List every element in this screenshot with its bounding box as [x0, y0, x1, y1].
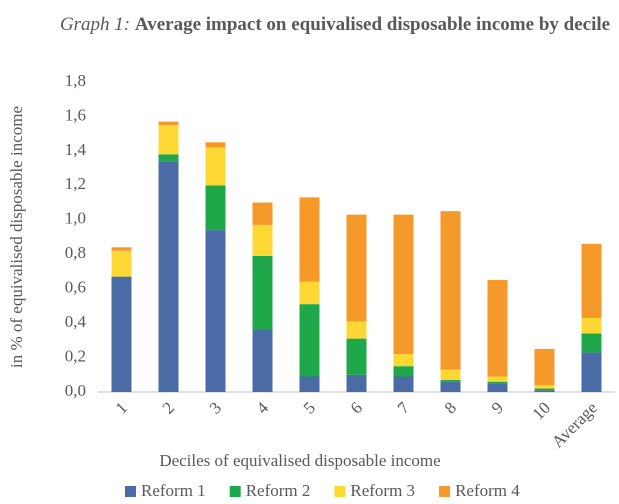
bar-segment	[346, 374, 367, 392]
bar-segment	[205, 147, 226, 186]
legend-swatch	[125, 486, 136, 497]
bar-segment	[487, 376, 508, 382]
x-tick-label: 10	[529, 398, 554, 423]
x-axis-title: Deciles of equivalised disposable income	[159, 451, 440, 470]
bar-segment	[487, 381, 508, 384]
y-tick-label: 1,2	[65, 174, 86, 193]
bar-segment	[581, 352, 602, 392]
x-tick-label: 2	[159, 398, 178, 417]
bar-segment	[346, 214, 367, 322]
legend-label: Reform 4	[455, 481, 520, 500]
y-tick-label: 0,0	[65, 381, 86, 400]
bar-segment	[581, 243, 602, 318]
bar-segment	[346, 321, 367, 339]
bar-segment	[534, 390, 555, 392]
bar-segment	[111, 247, 132, 251]
bar-segment	[158, 154, 179, 162]
x-tick-label: 4	[253, 398, 273, 418]
bar-segment	[487, 383, 508, 392]
bar-segment	[299, 281, 320, 305]
bar-segment	[205, 230, 226, 392]
bar-segment	[158, 125, 179, 155]
bar-segment	[581, 333, 602, 353]
y-axis-title: in % of equivalised disposable income	[7, 106, 26, 368]
bar-segment	[252, 224, 273, 256]
bar-segment	[158, 161, 179, 392]
y-tick-label: 0,6	[65, 278, 86, 297]
bar-segment	[111, 276, 132, 392]
legend-label: Reform 2	[246, 481, 311, 500]
y-tick-label: 0,4	[65, 312, 87, 331]
bar-segment	[299, 197, 320, 282]
x-tick-label: 8	[441, 398, 460, 417]
bar-segment	[487, 280, 508, 377]
x-tick-label: Average	[548, 398, 601, 451]
y-tick-label: 1,8	[65, 71, 86, 90]
legend-label: Reform 3	[350, 481, 415, 500]
x-tick-label: 1	[112, 398, 131, 417]
bar-segment	[158, 121, 179, 126]
bar-segment	[581, 317, 602, 334]
x-tick-label: 9	[488, 398, 507, 417]
legend-swatch	[334, 486, 346, 497]
bar-segment	[205, 142, 226, 148]
x-tick-label: 6	[347, 398, 366, 417]
x-tick-label: 5	[300, 398, 319, 417]
y-tick-label: 0,8	[65, 243, 86, 262]
title-main: Average impact on equivalised disposable…	[135, 14, 610, 35]
bar-segment	[393, 376, 414, 392]
bar-segment	[393, 366, 414, 377]
legend-swatch	[439, 486, 451, 497]
bar-segment	[252, 202, 273, 225]
bar-segment	[252, 255, 273, 330]
legend-swatch	[229, 486, 241, 497]
bar-segment	[440, 211, 461, 370]
bar-segment	[393, 354, 414, 367]
bar-segment	[346, 338, 367, 375]
bar-segment	[252, 330, 273, 392]
bar-segment	[440, 381, 461, 392]
bar-segment	[205, 185, 226, 231]
bar-segment	[440, 379, 461, 382]
bar-segment	[393, 214, 414, 355]
x-tick-label: 3	[206, 398, 225, 417]
y-tick-label: 1,0	[65, 209, 86, 228]
title-prefix: Graph 1:	[60, 14, 130, 35]
chart-title: Graph 1: Average impact on equivalised d…	[60, 14, 610, 35]
bar-segment	[299, 376, 320, 392]
bar-segment	[440, 369, 461, 380]
y-tick-label: 0,2	[65, 346, 86, 365]
x-tick-label: 7	[394, 398, 414, 418]
y-tick-label: 1,4	[65, 140, 87, 159]
bar-segment	[534, 388, 555, 391]
bar-segment	[534, 385, 555, 389]
bar-segment	[299, 304, 320, 377]
bar-segment	[534, 348, 555, 386]
y-tick-label: 1,6	[65, 105, 86, 124]
bar-segment	[111, 250, 132, 277]
legend-label: Reform 1	[141, 481, 206, 500]
